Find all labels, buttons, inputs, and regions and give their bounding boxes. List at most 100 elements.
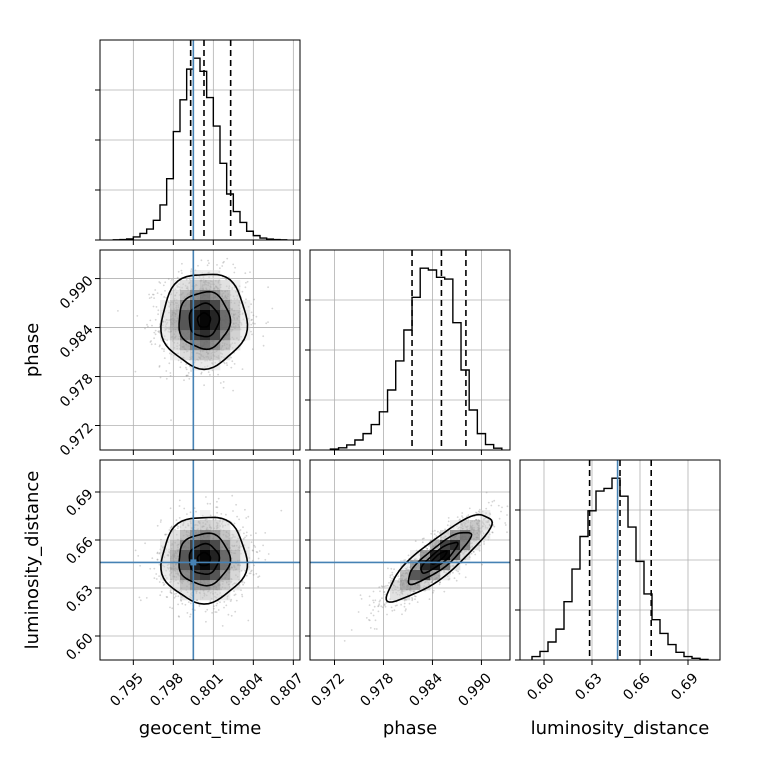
sample-point [250, 323, 253, 326]
sample-point [158, 330, 161, 332]
sample-point [447, 517, 450, 519]
sample-point [385, 585, 387, 587]
sample-point [162, 581, 165, 584]
sample-point [186, 513, 188, 515]
sample-point [187, 374, 189, 377]
sample-point [483, 540, 485, 543]
contour-0 [196, 311, 212, 328]
sample-point [465, 563, 467, 566]
sample-point [518, 496, 520, 498]
sample-point [378, 600, 381, 603]
sample-point [242, 526, 244, 529]
sample-point [212, 276, 214, 278]
sample-point [414, 540, 417, 542]
sample-point [201, 514, 204, 517]
sample-point [154, 333, 157, 336]
density-cell [200, 530, 211, 541]
density-cell [420, 560, 431, 571]
panel-frame [99, 459, 301, 661]
sample-point [437, 530, 439, 533]
sample-point [386, 584, 389, 587]
sample-point [156, 551, 159, 554]
y-tick-label-luminosity_distance: 0.69 [63, 486, 96, 519]
sample-point [504, 522, 507, 524]
sample-point [229, 600, 232, 602]
sample-point [181, 262, 183, 265]
sample-point [157, 309, 160, 312]
sample-point [242, 537, 245, 540]
sample-point [423, 537, 425, 540]
sample-point [379, 590, 381, 593]
sample-point [381, 606, 384, 609]
sample-point [165, 370, 168, 372]
x-tick-label-phase: 0.972 [308, 670, 348, 710]
sample-point [214, 361, 217, 364]
sample-point [485, 507, 488, 510]
sample-point [492, 524, 495, 526]
sample-point [404, 609, 407, 612]
density-cell [240, 560, 251, 571]
sample-point [145, 597, 148, 599]
sample-point [446, 524, 449, 527]
sample-point [250, 319, 253, 322]
sample-point [144, 327, 146, 330]
sample-point [504, 524, 507, 526]
y-tick-label-phase: 0.984 [57, 322, 97, 362]
sample-point [491, 500, 494, 503]
y-tick-label-luminosity_distance: 0.66 [63, 534, 96, 567]
sample-point [177, 270, 180, 273]
sample-point [158, 563, 161, 566]
density-cell [170, 320, 181, 331]
sample-point [458, 527, 460, 529]
sample-point [235, 599, 238, 602]
sample-point [180, 600, 183, 602]
sample-point [164, 533, 167, 536]
y-tick-label-phase: 0.990 [57, 273, 97, 313]
density-cell [170, 540, 181, 551]
density-cell [180, 530, 191, 541]
sample-point [432, 589, 435, 592]
density-cell [230, 310, 241, 321]
sample-point [155, 573, 158, 575]
sample-point [464, 576, 467, 579]
sample-point [195, 510, 197, 513]
density-cell [210, 350, 221, 361]
panel-frame [99, 249, 301, 451]
sample-point [153, 297, 156, 299]
sample-point [426, 547, 429, 550]
sample-point [412, 590, 414, 593]
contour-2 [178, 532, 232, 587]
sample-point [421, 537, 424, 540]
sample-point [163, 296, 166, 298]
sample-point [416, 601, 419, 603]
x-tick-label-luminosity_distance: 0.60 [524, 670, 557, 703]
density-cell [440, 560, 451, 571]
sample-point [447, 570, 450, 572]
sample-point [252, 314, 255, 317]
panel-phase-luminosity_distance [310, 491, 520, 642]
density-cell [230, 580, 241, 591]
sample-point [370, 612, 372, 615]
sample-point [187, 372, 190, 374]
panel-frame [309, 249, 511, 451]
sample-point [380, 605, 383, 608]
sample-point [230, 356, 233, 359]
sample-point [377, 610, 380, 613]
x-axis-label-luminosity_distance: luminosity_distance [531, 718, 710, 739]
density-cell [170, 550, 181, 561]
sample-point [174, 593, 176, 595]
sample-point [178, 517, 181, 519]
sample-point [158, 331, 161, 334]
density-cell [430, 560, 441, 571]
sample-point [139, 599, 142, 602]
sample-point [250, 534, 252, 537]
sample-point [168, 362, 171, 365]
sample-point [185, 374, 188, 377]
sample-point [177, 359, 180, 362]
sample-point [240, 335, 243, 338]
sample-point [389, 576, 392, 579]
sample-point [478, 508, 481, 511]
density-cell [170, 330, 181, 341]
sample-point [184, 603, 187, 606]
sample-point [219, 360, 222, 362]
